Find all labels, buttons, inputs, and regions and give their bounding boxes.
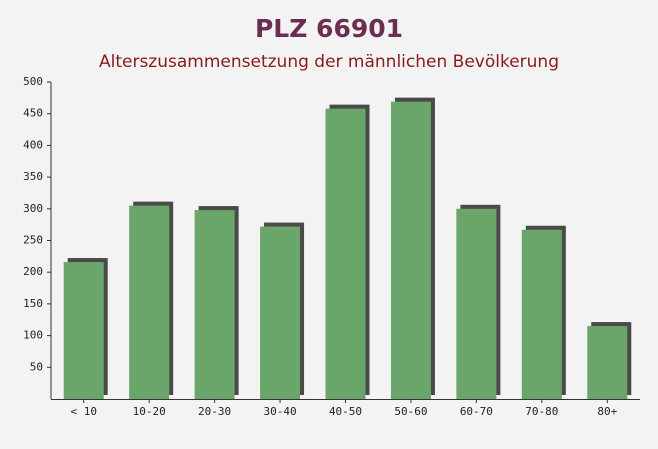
bar [260, 226, 301, 399]
x-tick-label: 70-80 [525, 405, 558, 418]
bar [456, 208, 497, 399]
chart-subtitle: Alterszusammensetzung der männlichen Bev… [99, 52, 559, 72]
x-tick-label: 50-60 [394, 405, 427, 418]
x-tick-label: 20-30 [198, 405, 231, 418]
bar [587, 326, 628, 399]
x-tick-label: 10-20 [133, 405, 166, 418]
y-tick-label: 400 [23, 138, 43, 151]
bar [129, 205, 170, 399]
bar [194, 210, 235, 399]
x-tick-label: 80+ [597, 405, 617, 418]
y-tick-label: 450 [23, 107, 43, 120]
y-tick-label: 150 [23, 297, 43, 310]
bar [390, 101, 431, 400]
x-tick-label: < 10 [70, 405, 97, 418]
bar [521, 229, 562, 399]
y-tick-label: 100 [23, 329, 43, 342]
bar [63, 262, 104, 399]
x-tick-label: 30-40 [263, 405, 296, 418]
y-tick-label: 250 [23, 234, 43, 247]
y-tick-label: 200 [23, 265, 43, 278]
x-tick-label: 60-70 [460, 405, 493, 418]
bar [325, 108, 366, 400]
y-tick-label: 300 [23, 202, 43, 215]
y-tick-label: 50 [30, 360, 43, 373]
chart-title: PLZ 66901 [255, 14, 403, 43]
x-tick-label: 40-50 [329, 405, 362, 418]
y-tick-label: 500 [23, 75, 43, 88]
y-tick-label: 350 [23, 170, 43, 183]
